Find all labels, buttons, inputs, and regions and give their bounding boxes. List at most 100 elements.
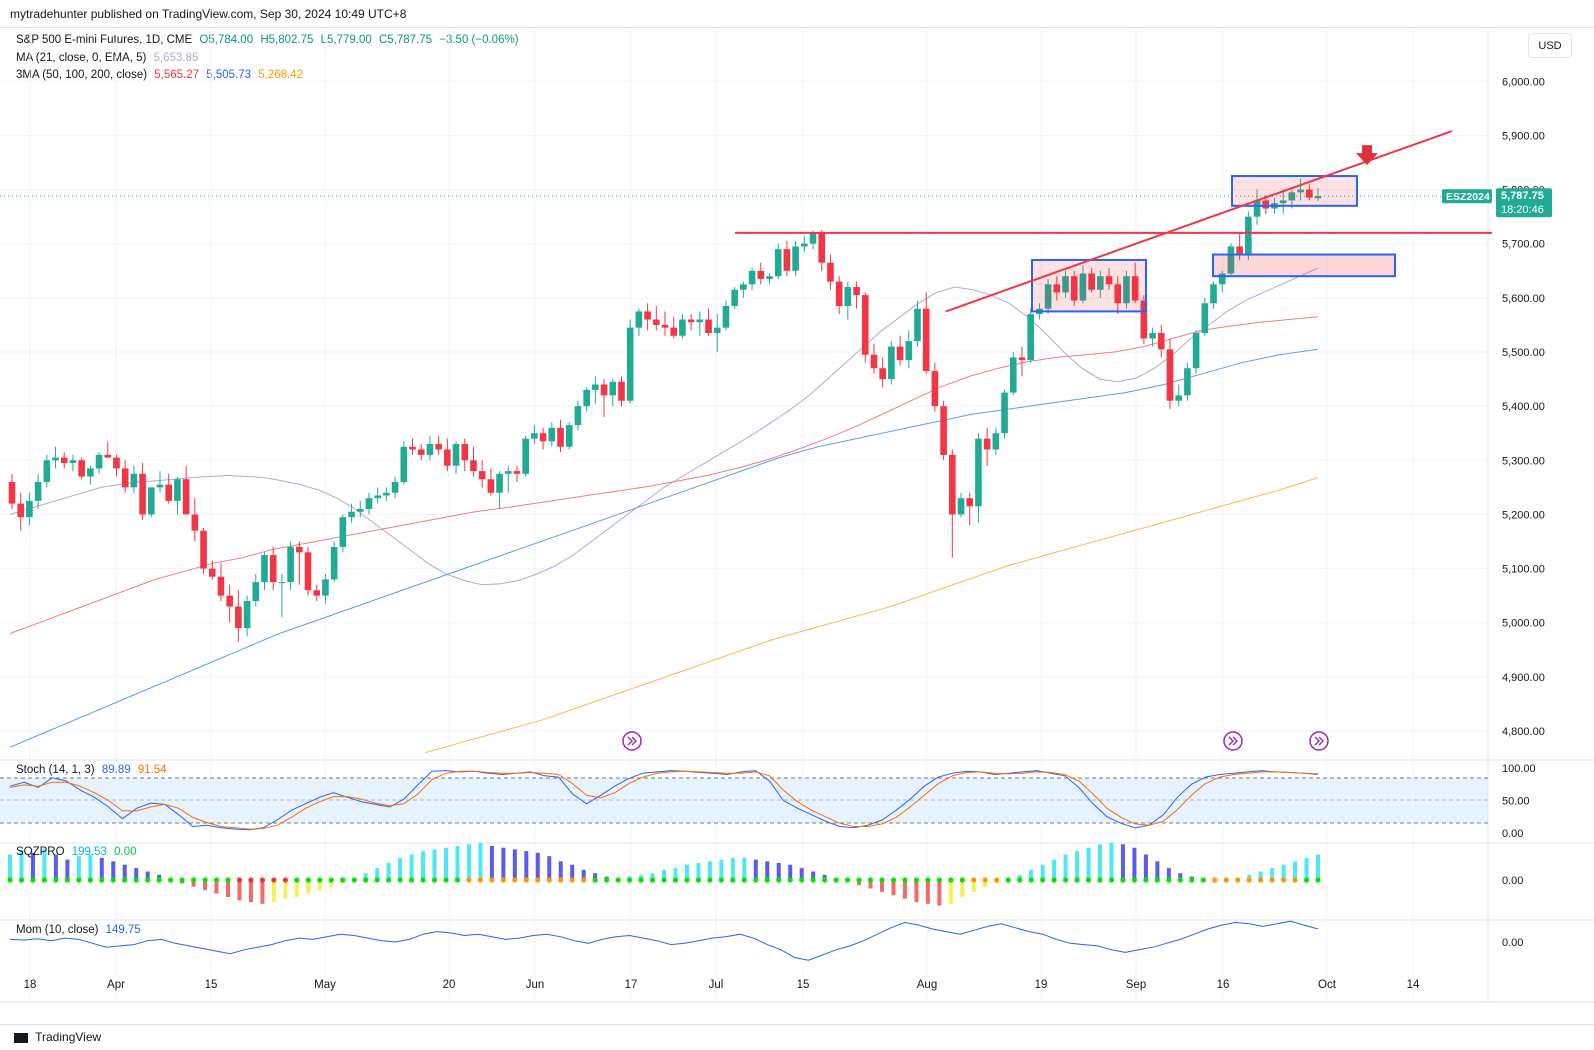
price-chart[interactable]: 6,000.005,900.005,800.005,700.005,600.00…: [0, 0, 1594, 1024]
currency-button[interactable]: USD: [1528, 33, 1572, 58]
sqz-dot: [1200, 877, 1206, 883]
candle-body: [592, 384, 599, 390]
sqz-bar: [742, 857, 747, 880]
price-tick-label: 5,600.00: [1502, 293, 1545, 305]
time-tick-label: 15: [205, 979, 218, 991]
candle-body: [957, 498, 965, 515]
candle-body: [461, 444, 469, 461]
candle-body: [26, 500, 33, 518]
ma21-line: [9, 267, 1319, 586]
3ma-label[interactable]: 3MA (50, 100, 200, close): [16, 69, 148, 81]
candle-body: [156, 484, 164, 488]
sqz-dot: [1177, 877, 1183, 883]
mom-label[interactable]: Mom (10, close): [16, 924, 99, 936]
candle-body: [522, 438, 530, 474]
candle-body: [200, 530, 207, 569]
sqz-bar: [558, 861, 563, 880]
sqz-dot: [546, 877, 552, 883]
sqz-dot: [558, 877, 564, 883]
sqz-bar: [1098, 844, 1102, 880]
sqz-bar: [983, 880, 988, 887]
candle-body: [600, 384, 608, 396]
sqz-dot: [753, 877, 759, 883]
sqz-dot: [1166, 877, 1172, 883]
candle-body: [113, 457, 120, 469]
publish-info: mytradehunter published on TradingView.c…: [10, 7, 407, 21]
sqz-dot: [535, 877, 541, 883]
time-tick-label: 20: [443, 979, 456, 991]
sqz-dot: [982, 877, 988, 883]
sqz-bar: [1166, 868, 1171, 880]
price-tick-label: 5,000.00: [1502, 618, 1545, 630]
price-tag-value: 5,787.75: [1501, 190, 1544, 202]
sqz-bar: [788, 864, 793, 880]
stoch-tick-label: 0.00: [1502, 828, 1523, 840]
sqz-label[interactable]: SQZPRO: [16, 846, 65, 858]
sqz-bar: [673, 868, 678, 880]
sqz-dot: [810, 877, 816, 883]
sqz-dot: [294, 877, 300, 883]
sqz-tick-label: 0.00: [1502, 875, 1523, 887]
sqz-dot: [489, 877, 495, 883]
sqz-dot: [1085, 877, 1092, 883]
symbol-title[interactable]: S&P 500 E-mini Futures, 1D, CME: [16, 34, 193, 46]
sqz-bar: [111, 861, 116, 880]
candle-body: [949, 454, 956, 515]
sqz-dot: [948, 877, 954, 883]
sqz-dot: [305, 877, 311, 883]
candle-body: [896, 346, 904, 361]
candles: [8, 178, 1322, 642]
sqz-dot: [672, 877, 679, 883]
candle-body: [861, 295, 869, 355]
candle-body: [470, 460, 477, 472]
sqz-dot: [431, 877, 438, 883]
sqz-bar: [1178, 873, 1183, 880]
candle-body: [809, 232, 817, 244]
sqz-bar: [730, 857, 735, 880]
candle-body: [931, 370, 939, 407]
time-tick-label: 16: [1217, 979, 1230, 991]
sqz-bar: [329, 880, 334, 887]
sqz-dot: [649, 877, 656, 883]
sqz-dot: [787, 877, 793, 883]
down-arrow-icon: [1356, 145, 1378, 166]
mom-line: [9, 920, 1319, 961]
candle-body: [1114, 284, 1122, 304]
candle-body: [992, 433, 1000, 450]
candle-body: [1009, 357, 1017, 393]
drawings[interactable]: [0, 130, 1492, 313]
sqz-bar: [501, 847, 506, 880]
ma50-line: [9, 316, 1319, 634]
candle-body: [1070, 276, 1078, 301]
stoch-label[interactable]: Stoch (14, 1, 3): [16, 764, 95, 776]
grid: [0, 28, 1488, 1002]
time-tick-label: 19: [1035, 979, 1048, 991]
candle-body: [1236, 246, 1243, 255]
footer-brand[interactable]: TradingView: [35, 1030, 102, 1044]
event-markers[interactable]: [622, 731, 1329, 751]
sqz-bar: [306, 880, 311, 894]
sqz-dot: [397, 877, 403, 883]
time-axis-labels: 18 Apr 15 May 20 Jun 17 Jul 15 Aug 19 Sep 16 Oct 14: [24, 979, 1420, 991]
candle-body: [548, 427, 556, 442]
sqz-bar: [409, 854, 414, 880]
sqz-dot: [1131, 877, 1138, 883]
sqz-bar: [30, 852, 35, 880]
sqz-dot: [615, 877, 621, 883]
sqz-dot: [581, 877, 587, 883]
sqz-bar: [902, 880, 907, 899]
sqz-dot: [190, 877, 197, 883]
ma100-value: 5,505.73: [206, 69, 251, 81]
sqz-dot: [454, 877, 461, 883]
ma-label[interactable]: MA (21, close, 0, EMA, 5): [16, 52, 147, 64]
sqz-dot: [1074, 877, 1080, 883]
candle-body: [652, 319, 660, 325]
sqz-bar: [134, 868, 139, 880]
sqz-bar: [317, 880, 322, 891]
price-tag-countdown: 18:20:46: [1501, 204, 1544, 216]
candle-body: [1288, 192, 1296, 201]
sqz-bar: [581, 869, 586, 880]
sqz-bar: [88, 854, 93, 880]
candle-body: [1218, 273, 1226, 285]
candle-body: [1001, 392, 1008, 434]
